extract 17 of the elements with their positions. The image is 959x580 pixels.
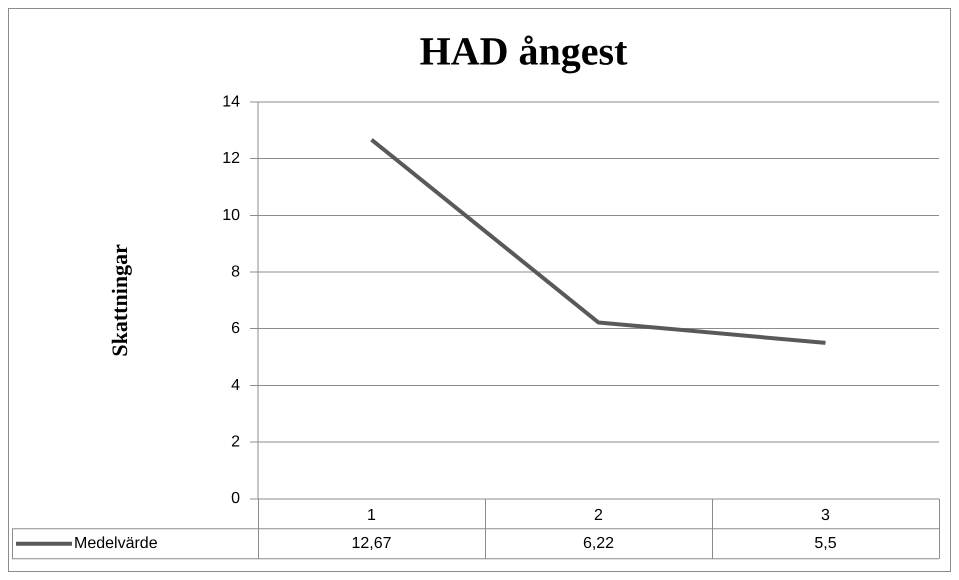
y-tick-label: 6 bbox=[231, 320, 240, 338]
chart-title: HAD ångest bbox=[420, 28, 628, 74]
data-label: 5,5 bbox=[814, 535, 837, 552]
x-tick-label: 2 bbox=[594, 506, 604, 524]
x-tick-label: 1 bbox=[367, 506, 376, 524]
y-tick-label: 10 bbox=[222, 206, 240, 224]
y-tick-label: 8 bbox=[231, 263, 240, 280]
data-label: 12,67 bbox=[351, 535, 392, 552]
y-tick-label: 2 bbox=[231, 434, 240, 451]
y-tick-label: 12 bbox=[222, 150, 240, 168]
data-label: 6,22 bbox=[582, 535, 614, 552]
y-tick-label: 4 bbox=[231, 376, 240, 394]
y-axis-title: Skattningar bbox=[106, 244, 132, 357]
y-tick-label: 0 bbox=[231, 490, 240, 508]
legend-label: Medelvärde bbox=[74, 535, 158, 552]
y-tick-label: 14 bbox=[222, 93, 240, 110]
x-tick-label: 3 bbox=[821, 506, 830, 524]
